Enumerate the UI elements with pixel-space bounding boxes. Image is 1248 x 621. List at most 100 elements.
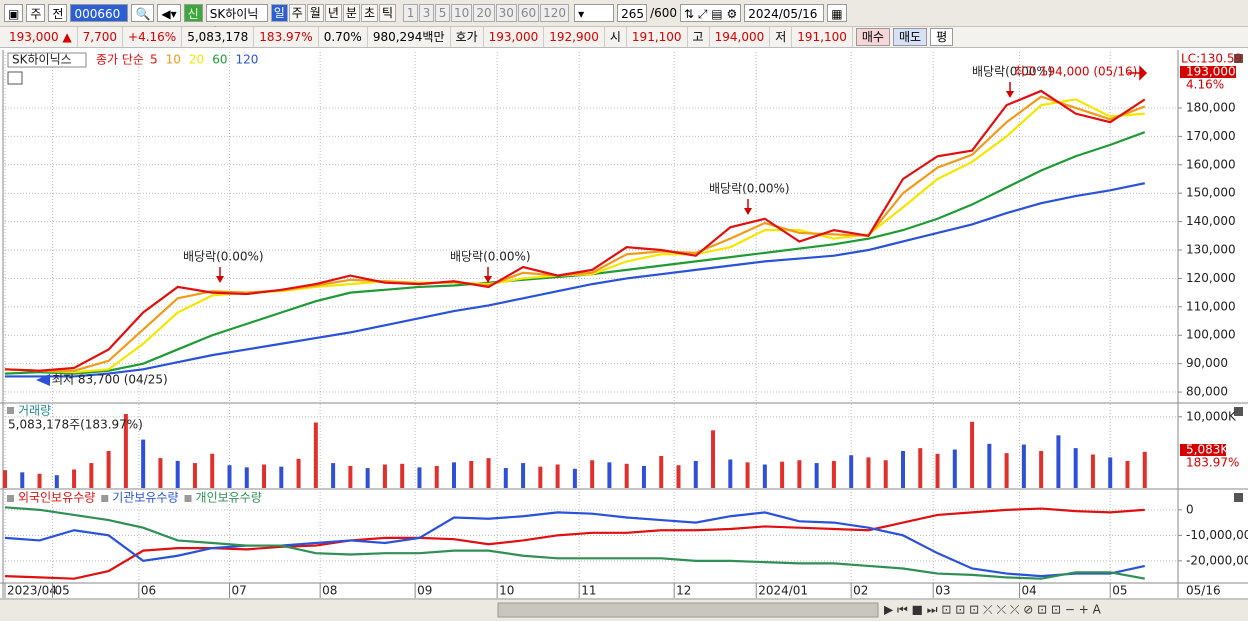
volume-bar	[1004, 453, 1009, 488]
x-tick-label: 2023/04	[7, 584, 57, 598]
quote-item: 194,000	[710, 27, 771, 47]
scroll-controls[interactable]: ▶ ⏮ ■ ⏭ ⊡ ⊡ ⊡ ⤫ ⤫ ⤫ ⊘ ⊡ ⊡ − + A	[884, 603, 1102, 617]
period-button[interactable]: 초	[360, 4, 378, 22]
order-button[interactable]: 매수	[855, 28, 890, 46]
scroll-thumb[interactable]	[497, 602, 879, 618]
period-type[interactable]: 주	[26, 4, 46, 22]
volume-bar	[780, 461, 785, 488]
quote-item: 193,000 ▲	[4, 27, 78, 47]
volume-bar	[1021, 444, 1026, 488]
x-tick-label: 09	[417, 584, 432, 598]
annotation: 배당락(0.00%)	[709, 182, 790, 196]
search-button[interactable]: 🔍	[131, 4, 155, 22]
calendar-button[interactable]: ▦	[827, 4, 847, 22]
menu-icon[interactable]: ▣	[4, 4, 24, 22]
x-tick-label: 05	[1112, 584, 1127, 598]
x-tick-label: 06	[141, 584, 156, 598]
interval-button[interactable]: 30	[495, 4, 517, 22]
y-tick-label: -20,000,000	[1186, 553, 1248, 567]
y-tick-label: 10,000K	[1186, 409, 1237, 423]
last-price-box	[1180, 66, 1236, 78]
legend-item: 외국인보유수량	[18, 491, 95, 505]
series-line	[5, 182, 1145, 378]
quote-bar: 193,000 ▲ 7,700 +4.16% 5,083,178 183.97% 0.70…	[0, 27, 1248, 48]
change-label: 4.16%	[1186, 78, 1224, 92]
y-tick-label: 80,000	[1186, 385, 1228, 399]
panel-title: 거래량	[18, 404, 51, 418]
volume-bar	[693, 460, 698, 488]
volume-bar	[72, 469, 77, 488]
x-tick-label: 07	[231, 584, 246, 598]
volume-bar	[918, 448, 923, 488]
code-input[interactable]: 000660	[70, 4, 129, 22]
interval-button[interactable]: 1	[403, 4, 419, 22]
legend-item: 개인보유수량	[196, 491, 262, 505]
period-button[interactable]: 년	[324, 4, 342, 22]
series-line	[4, 89, 1146, 372]
volume-bar	[192, 463, 197, 488]
volume-bar	[313, 422, 318, 488]
volume-bar	[607, 462, 612, 488]
volume-bar	[262, 464, 267, 488]
volume-bar	[417, 467, 422, 488]
blank-select[interactable]: ▾	[574, 4, 615, 22]
quote-item: 193,000	[484, 27, 545, 47]
period-button[interactable]: 월	[306, 4, 324, 22]
interval-button[interactable]: 60	[517, 4, 540, 22]
volume-bar	[935, 453, 940, 488]
volume-bar	[89, 463, 94, 488]
interval-button[interactable]: 10	[451, 4, 473, 22]
interval-button[interactable]: 3	[419, 4, 435, 22]
volume-bar	[745, 462, 750, 488]
quote-item: 191,100	[792, 27, 853, 47]
volume-bar	[469, 460, 474, 488]
volume-bar	[37, 473, 42, 488]
close-box[interactable]	[1234, 493, 1243, 502]
chart-bg	[0, 48, 1248, 621]
legend-item: 10	[166, 53, 181, 67]
volume-bar	[348, 465, 353, 488]
period-button[interactable]: 틱	[378, 4, 397, 22]
period-button[interactable]: 분	[342, 4, 360, 22]
legend-item: 60	[212, 53, 227, 67]
volume-bar	[797, 460, 802, 488]
quote-item: 7,700	[78, 27, 124, 47]
volume-bar	[814, 463, 819, 488]
interval-button[interactable]: 120	[540, 4, 570, 22]
order-button[interactable]: 평	[930, 28, 954, 46]
volume-bar	[711, 430, 716, 488]
volume-bar	[1125, 460, 1130, 488]
count-input[interactable]: 265	[617, 4, 648, 22]
legend-item: 20	[189, 53, 204, 67]
legend-item: 120	[235, 53, 258, 67]
interval-button[interactable]: 5	[435, 4, 451, 22]
y-tick-label: 90,000	[1186, 356, 1228, 370]
sound-button[interactable]: ◀▾	[157, 4, 181, 22]
close-box[interactable]	[1234, 407, 1243, 416]
badge: 신	[183, 4, 203, 22]
tool-icons[interactable]: ⇅ ⤢ ▤ ⚙	[680, 4, 742, 22]
chart-title: SK하이닉스	[12, 53, 72, 67]
date-input[interactable]: 2024/05/16	[744, 4, 825, 22]
name-box	[7, 52, 87, 68]
volume-bar	[158, 458, 163, 488]
quote-item: 5,083,178	[182, 27, 255, 47]
interval-button[interactable]: 20	[473, 4, 495, 22]
volume-bar	[866, 457, 871, 488]
prev-button[interactable]: 전	[48, 4, 68, 22]
period-button[interactable]: 일	[270, 4, 288, 22]
x-tick-label: 05	[54, 584, 69, 598]
panel-icon	[7, 407, 14, 414]
y-tick-label: 0	[1186, 502, 1194, 516]
volume-bar	[123, 413, 128, 488]
volume-bar	[331, 463, 336, 488]
table-icon[interactable]	[7, 71, 23, 85]
stock-name: SK하이닉스	[205, 4, 268, 39]
close-box[interactable]	[1234, 54, 1243, 63]
volume-bar	[900, 450, 905, 488]
period-button[interactable]: 주	[288, 4, 306, 22]
volume-bar	[382, 464, 387, 488]
order-button[interactable]: 매도	[892, 28, 928, 46]
